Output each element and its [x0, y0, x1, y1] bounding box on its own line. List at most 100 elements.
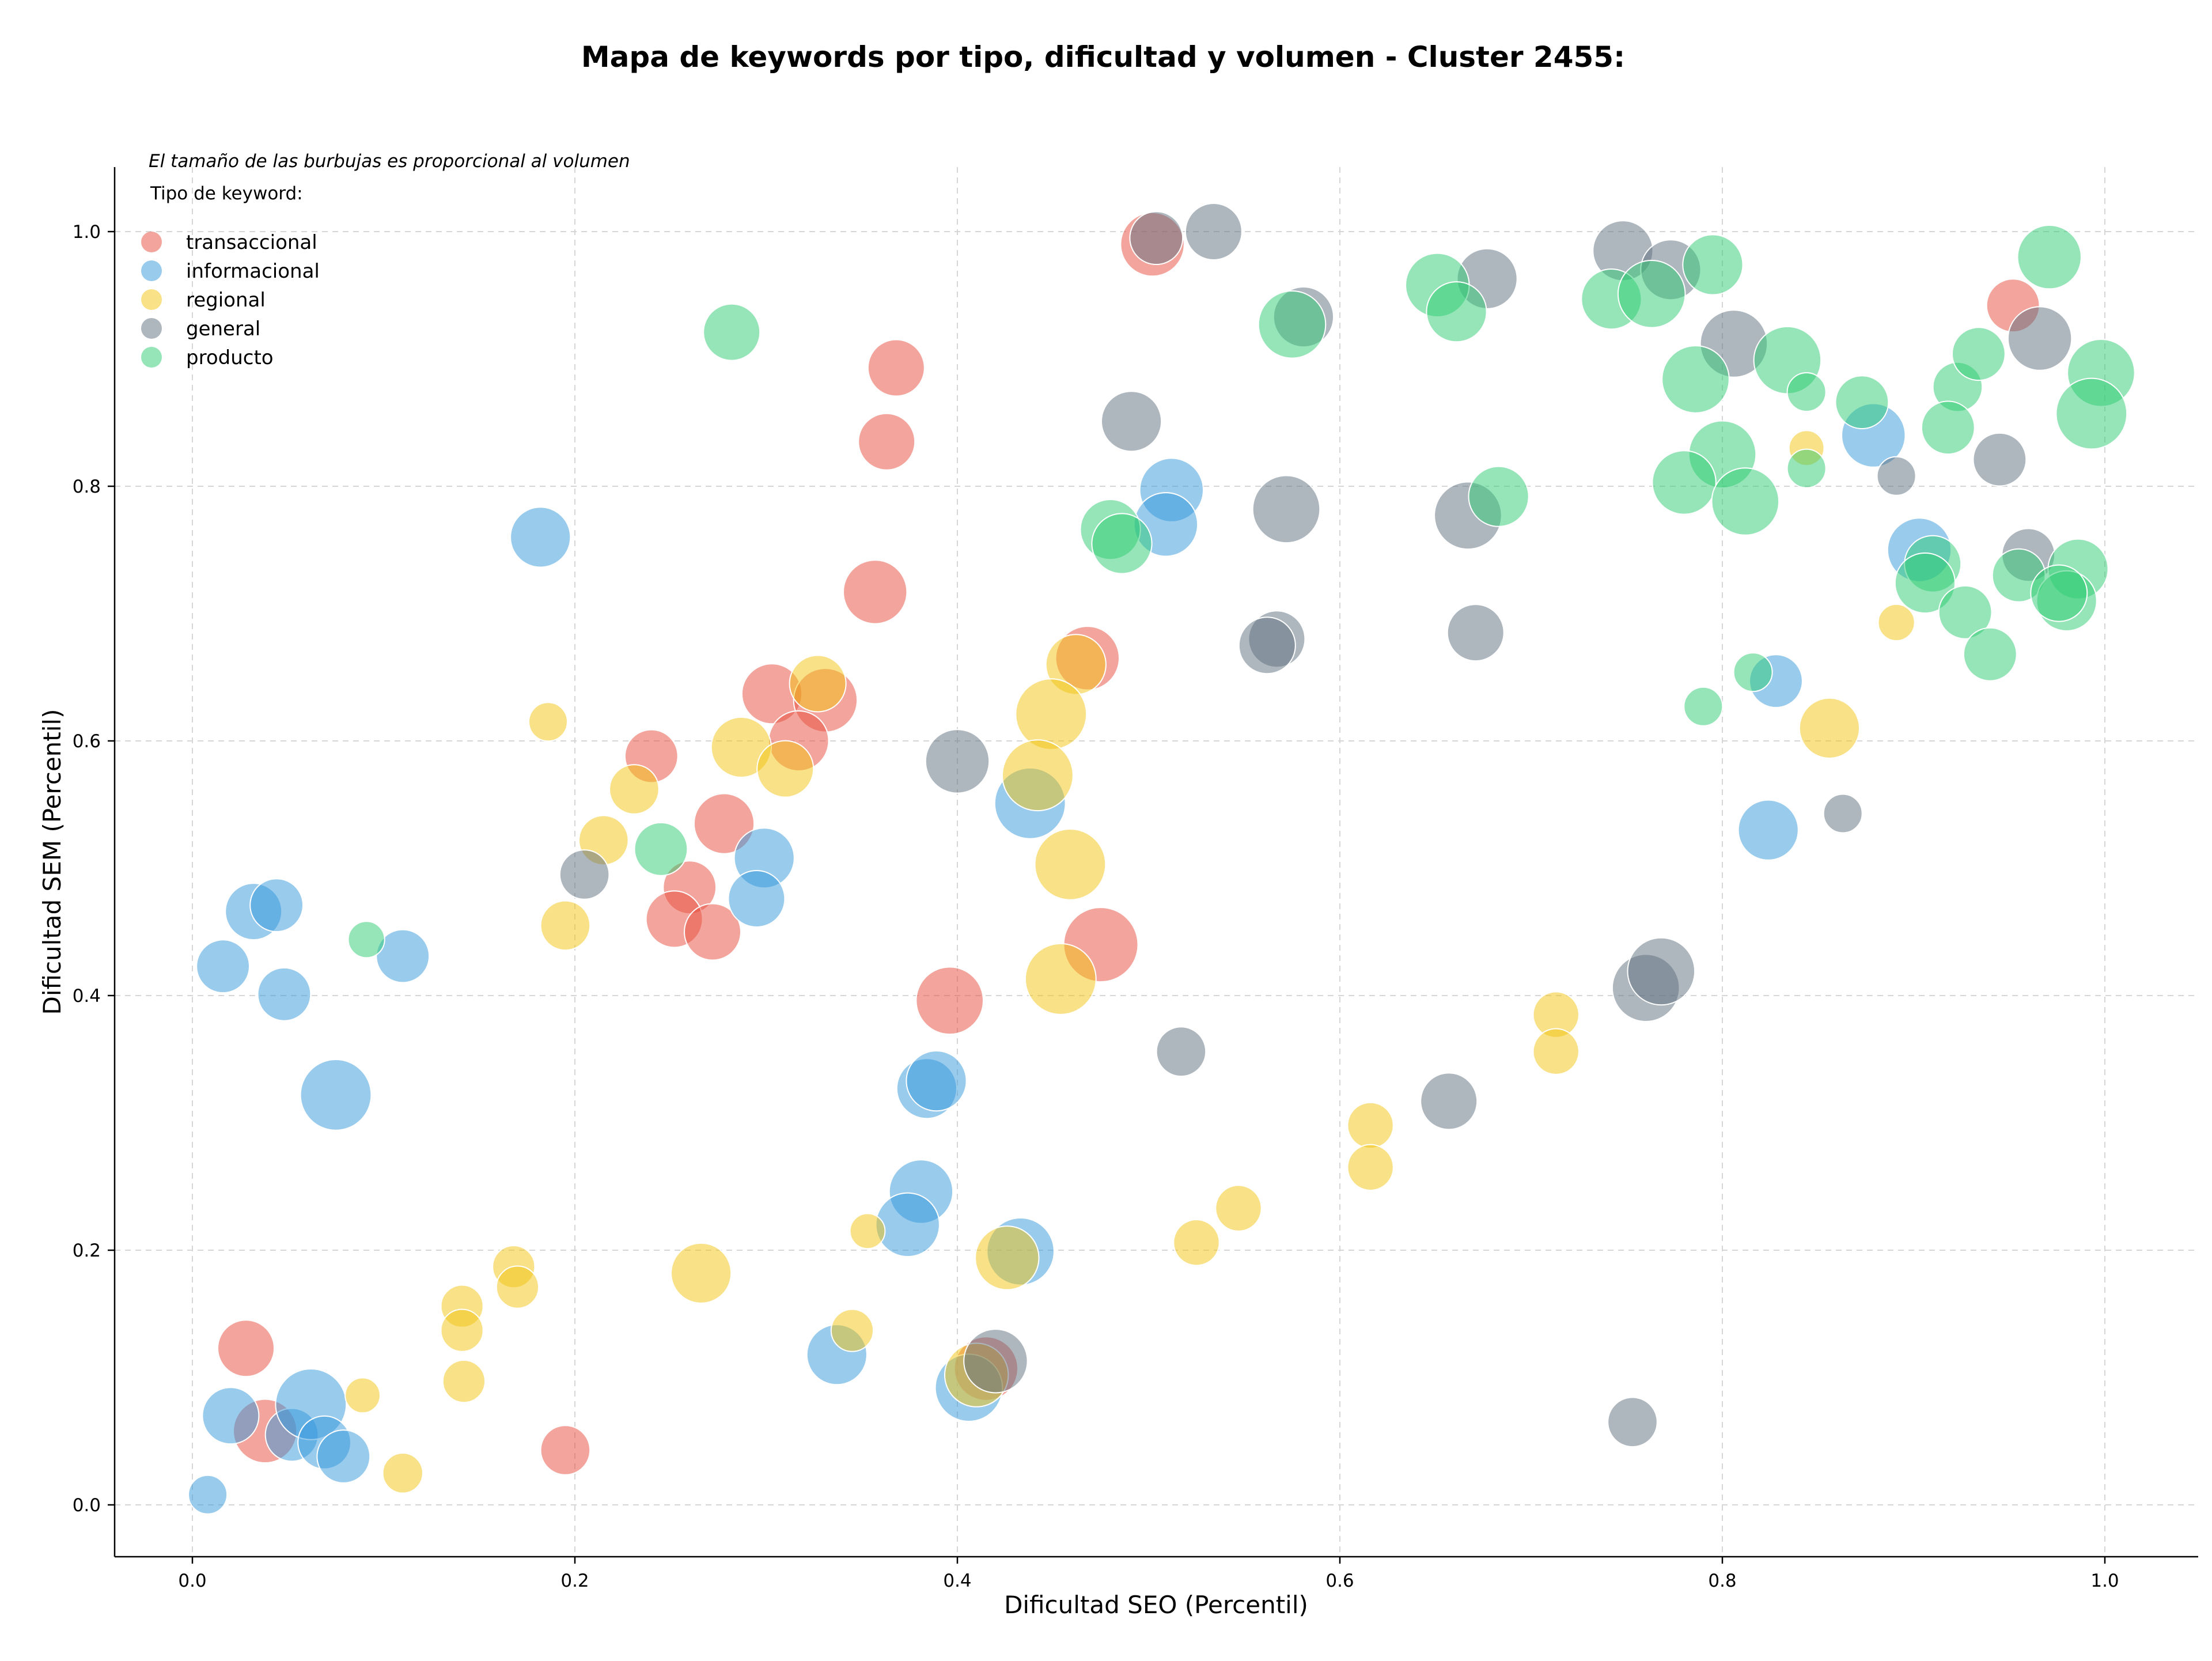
- bubble-regional: [671, 1242, 732, 1304]
- bubble-transaccional: [217, 1319, 275, 1378]
- bubble-regional: [1347, 1102, 1394, 1149]
- bubble-regional: [789, 654, 847, 713]
- legend-items: transaccional informacional regional genera…: [141, 231, 320, 369]
- bubble-informacional: [875, 1192, 940, 1258]
- bubble-producto: [1786, 448, 1827, 489]
- bubble-producto: [1682, 234, 1744, 296]
- bubble-general: [963, 1329, 1028, 1394]
- bubble-transaccional: [843, 559, 908, 625]
- bubble-producto: [1921, 400, 1975, 455]
- bubble-informacional: [510, 506, 571, 568]
- bubble-regional: [1034, 828, 1107, 901]
- x-tick-label: 0.6: [1325, 1571, 1354, 1591]
- bubble-informacional: [728, 870, 786, 928]
- bubble-producto: [1938, 585, 1993, 640]
- bubble-producto: [2030, 564, 2088, 622]
- legend-marker-general: [141, 318, 162, 339]
- bubble-informacional: [1737, 799, 1799, 861]
- bubble-regional: [1877, 603, 1915, 642]
- bubble-regional: [1347, 1144, 1394, 1191]
- legend-marker-informacional: [141, 260, 162, 281]
- bubble-general: [1627, 937, 1696, 1006]
- bubble-informacional: [202, 1387, 260, 1445]
- bubble-general: [1101, 391, 1162, 452]
- bubble-regional: [1002, 739, 1074, 812]
- bubble-general: [1238, 616, 1296, 675]
- bubble-general: [2007, 306, 2073, 371]
- bubble-producto: [1894, 552, 1956, 614]
- bubble-regional: [1215, 1185, 1262, 1232]
- bubble-general: [1607, 1397, 1658, 1448]
- bubble-transaccional: [858, 413, 916, 471]
- bubble-transaccional: [915, 966, 984, 1035]
- bubble-regional: [528, 702, 568, 742]
- bubble-producto: [1963, 627, 2017, 682]
- bubble-regional: [756, 740, 815, 798]
- bubble-transaccional: [693, 793, 755, 854]
- bubble-transaccional: [867, 339, 925, 397]
- x-tick-label: 0.0: [178, 1571, 206, 1591]
- bubble-regional: [1173, 1219, 1220, 1266]
- bubble-producto: [1733, 652, 1773, 693]
- legend-marker-producto: [141, 347, 162, 368]
- bubble-producto: [634, 822, 688, 876]
- x-tick-label: 0.2: [560, 1571, 589, 1591]
- bubble-regional: [830, 1308, 874, 1352]
- bubble-general: [559, 849, 610, 900]
- legend-label-regional: regional: [186, 289, 266, 312]
- bubble-producto: [1952, 327, 2006, 381]
- legend-marker-transaccional: [141, 232, 162, 252]
- bubble-producto: [2017, 225, 2082, 290]
- bubble-general: [1446, 604, 1505, 662]
- y-tick-label: 0.6: [73, 731, 101, 752]
- bubble-regional: [1798, 697, 1860, 759]
- bubble-general: [1184, 203, 1243, 260]
- bubble-general: [1156, 1026, 1207, 1077]
- bubble-regional: [1015, 678, 1088, 750]
- legend-title: Tipo de keyword:: [150, 183, 303, 204]
- y-tick-label: 0.4: [73, 986, 101, 1007]
- bubble-regional: [609, 764, 660, 815]
- bubble-producto: [1683, 686, 1724, 727]
- bubble-producto: [1711, 467, 1780, 536]
- x-axis-label: Dificultad SEO (Percentil): [1004, 1591, 1308, 1619]
- bubble-regional: [442, 1360, 486, 1403]
- axes: [113, 167, 2198, 1558]
- bubble-producto: [1468, 466, 1529, 527]
- bubble-informacional: [188, 1474, 228, 1515]
- y-tick-label: 0.0: [73, 1495, 101, 1516]
- legend-label-informacional: informacional: [186, 260, 320, 283]
- bubble-regional: [382, 1452, 423, 1494]
- bubble-transaccional: [540, 1425, 591, 1475]
- bubble-general: [1823, 793, 1863, 834]
- bubble-regional: [495, 1265, 540, 1309]
- bubble-general: [1252, 475, 1321, 544]
- bubble-producto: [1257, 290, 1327, 359]
- bubble-producto: [1786, 372, 1827, 412]
- legend-marker-regional: [141, 289, 162, 310]
- bubble-points: [188, 203, 2135, 1515]
- x-tick-label: 0.4: [943, 1571, 971, 1591]
- bubble-regional: [1532, 1028, 1580, 1075]
- bubble-producto: [703, 303, 761, 361]
- grid-lines: [115, 167, 2198, 1557]
- bubble-general: [1972, 432, 2027, 487]
- y-tick-label: 1.0: [73, 222, 101, 243]
- y-tick-label: 0.2: [73, 1240, 101, 1261]
- bubble-regional: [849, 1213, 886, 1250]
- bubble-regional: [344, 1377, 381, 1414]
- bubble-informacional: [316, 1429, 371, 1484]
- x-tick-label: 1.0: [2090, 1571, 2119, 1591]
- bubble-informacional: [196, 939, 251, 994]
- bubble-producto: [347, 921, 385, 959]
- bubble-transaccional: [684, 903, 741, 961]
- bubble-producto: [2055, 377, 2128, 450]
- y-axis-label: Dificultad SEM (Percentil): [38, 709, 66, 1015]
- bubble-producto: [1091, 513, 1153, 574]
- bubble-producto: [1617, 260, 1686, 328]
- legend: Tipo de keyword: transaccional informacio…: [141, 183, 320, 369]
- legend-label-general: general: [186, 317, 260, 340]
- bubble-informacional: [257, 967, 312, 1021]
- y-tick-label: 0.8: [73, 476, 101, 497]
